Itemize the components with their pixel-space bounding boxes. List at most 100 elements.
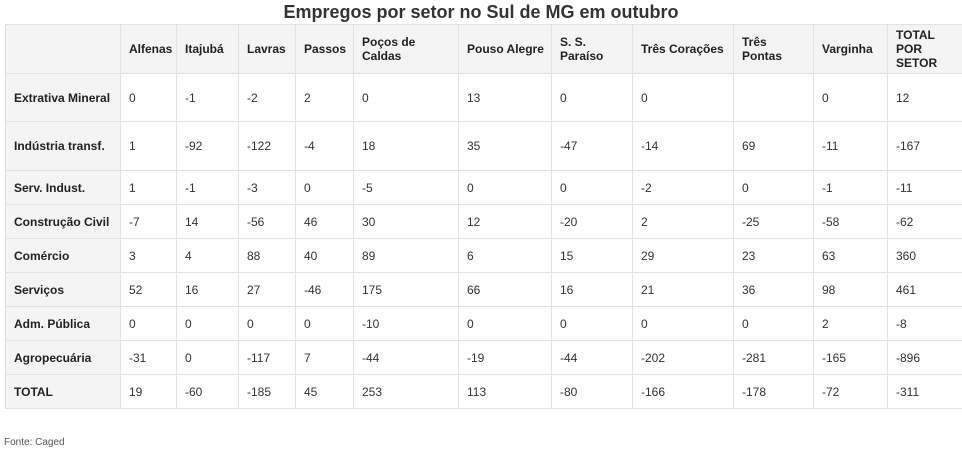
table-cell: 2 — [632, 204, 734, 239]
table-row: Construção Civil -7 14 -56 46 30 12 -20 2 -25 -58-… — [5, 204, 962, 239]
table-cell: 63 — [813, 238, 888, 273]
table-cell: 19 — [120, 374, 177, 409]
table-cell: 0 — [295, 170, 354, 205]
table-cell: 36 — [733, 272, 814, 307]
table-cell: -202 — [632, 340, 734, 375]
table-cell: 13 — [458, 73, 552, 122]
table-cell: -122 — [238, 121, 296, 171]
table-cell: 0 — [551, 306, 633, 341]
table-cell: 16 — [176, 272, 239, 307]
table-cell: -25 — [733, 204, 814, 239]
table-cell — [733, 73, 814, 122]
table-cell: 0 — [120, 73, 177, 122]
source-note: Fonte: Caged — [4, 437, 65, 448]
table-cell: 0 — [551, 170, 633, 205]
column-header: Três Corações — [632, 24, 734, 74]
table-cell: -281 — [733, 340, 814, 375]
row-header: Comércio — [5, 238, 121, 273]
table-row: TOTAL 19 -60 -185 45 253 113 -80 -166 -178 -72 -311 — [5, 374, 962, 409]
table-cell: -7 — [120, 204, 177, 239]
table-cell: 0 — [353, 73, 459, 122]
table-cell: -56 — [238, 204, 296, 239]
table-title: Empregos por setor no Sul de MG em outub… — [283, 2, 679, 22]
table-cell: -1 — [176, 170, 239, 205]
table-cell: 0 — [632, 306, 734, 341]
table-cell: -1 — [813, 170, 888, 205]
table-cell: -2 — [238, 73, 296, 122]
table-cell: 0 — [176, 340, 239, 375]
table-cell: -165 — [813, 340, 888, 375]
table-cell: -44 — [353, 340, 459, 375]
table-cell: 98 — [813, 272, 888, 307]
table-cell: 16 — [551, 272, 633, 307]
table-cell: -14 — [632, 121, 734, 171]
table-cell: 0 — [733, 170, 814, 205]
table-cell: -11 — [813, 121, 888, 171]
table-cell: 1 — [120, 121, 177, 171]
table-cell: 0 — [176, 306, 239, 341]
table-cell: 4 — [176, 238, 239, 273]
table-cell: 113 — [458, 374, 552, 409]
table-cell: 15 — [551, 238, 633, 273]
table-cell: 23 — [733, 238, 814, 273]
table-cell: -11 — [887, 170, 962, 205]
table-cell: -3 — [238, 170, 296, 205]
table-cell: 0 — [295, 306, 354, 341]
table-cell: 2 — [295, 73, 354, 122]
column-header: Três Pontas — [733, 24, 814, 74]
table-cell: -896 — [887, 340, 962, 375]
table-cell: 0 — [733, 306, 814, 341]
table-cell: 88 — [238, 238, 296, 273]
header-row: Alfenas Itajubá Lavras Passos Poços de C… — [5, 24, 962, 74]
column-header: Varginha — [813, 24, 888, 74]
column-header: Passos — [295, 24, 354, 74]
table-cell: -92 — [176, 121, 239, 171]
column-header: Poços de Caldas — [353, 24, 459, 74]
table-cell: -5 — [353, 170, 459, 205]
table-cell: 0 — [238, 306, 296, 341]
table-cell: 0 — [458, 306, 552, 341]
table-cell: 52 — [120, 272, 177, 307]
table-cell: 40 — [295, 238, 354, 273]
row-header: Construção Civil — [5, 204, 121, 239]
table-cell: 360 — [887, 238, 962, 273]
table-cell: 0 — [551, 73, 633, 122]
row-header: Serviços — [5, 272, 121, 307]
table-cell: -62 — [887, 204, 962, 239]
table-cell: -185 — [238, 374, 296, 409]
table-cell: 45 — [295, 374, 354, 409]
table-cell: -10 — [353, 306, 459, 341]
table-cell: 2 — [813, 306, 888, 341]
table-cell: 29 — [632, 238, 734, 273]
table-cell: -311 — [887, 374, 962, 409]
table-cell: 30 — [353, 204, 459, 239]
column-header — [5, 24, 121, 74]
table-cell: -117 — [238, 340, 296, 375]
table-cell: -44 — [551, 340, 633, 375]
column-header: S. S. Paraíso — [551, 24, 633, 74]
table-cell: -58 — [813, 204, 888, 239]
table-cell: -178 — [733, 374, 814, 409]
table-cell: 14 — [176, 204, 239, 239]
row-header: Adm. Pública — [5, 306, 121, 341]
table-cell: 18 — [353, 121, 459, 171]
row-header: Serv. Indust. — [5, 170, 121, 205]
table-cell: -8 — [887, 306, 962, 341]
table-cell: -166 — [632, 374, 734, 409]
column-header: Alfenas — [120, 24, 177, 74]
table-cell: -47 — [551, 121, 633, 171]
table-row: Indústria transf. 1 -92 -122 -4 18 35 -47 -14 69-… — [5, 121, 962, 171]
table-row: Comércio 3 4 88 40 89 6 15 29 23 63 360 — [5, 238, 962, 273]
table-cell: 0 — [120, 306, 177, 341]
table-cell: -60 — [176, 374, 239, 409]
table-cell: 12 — [887, 73, 962, 122]
table-cell: -31 — [120, 340, 177, 375]
table-row: Adm. Pública 0 0 0 0 -10 0 0 0 0 2 -8 — [5, 306, 962, 341]
row-header: Agropecuária — [5, 340, 121, 375]
row-header: Indústria transf. — [5, 121, 121, 171]
table-cell: 0 — [632, 73, 734, 122]
table-cell: -72 — [813, 374, 888, 409]
column-header: Itajubá — [176, 24, 239, 74]
table-cell: -80 — [551, 374, 633, 409]
table-cell: 46 — [295, 204, 354, 239]
